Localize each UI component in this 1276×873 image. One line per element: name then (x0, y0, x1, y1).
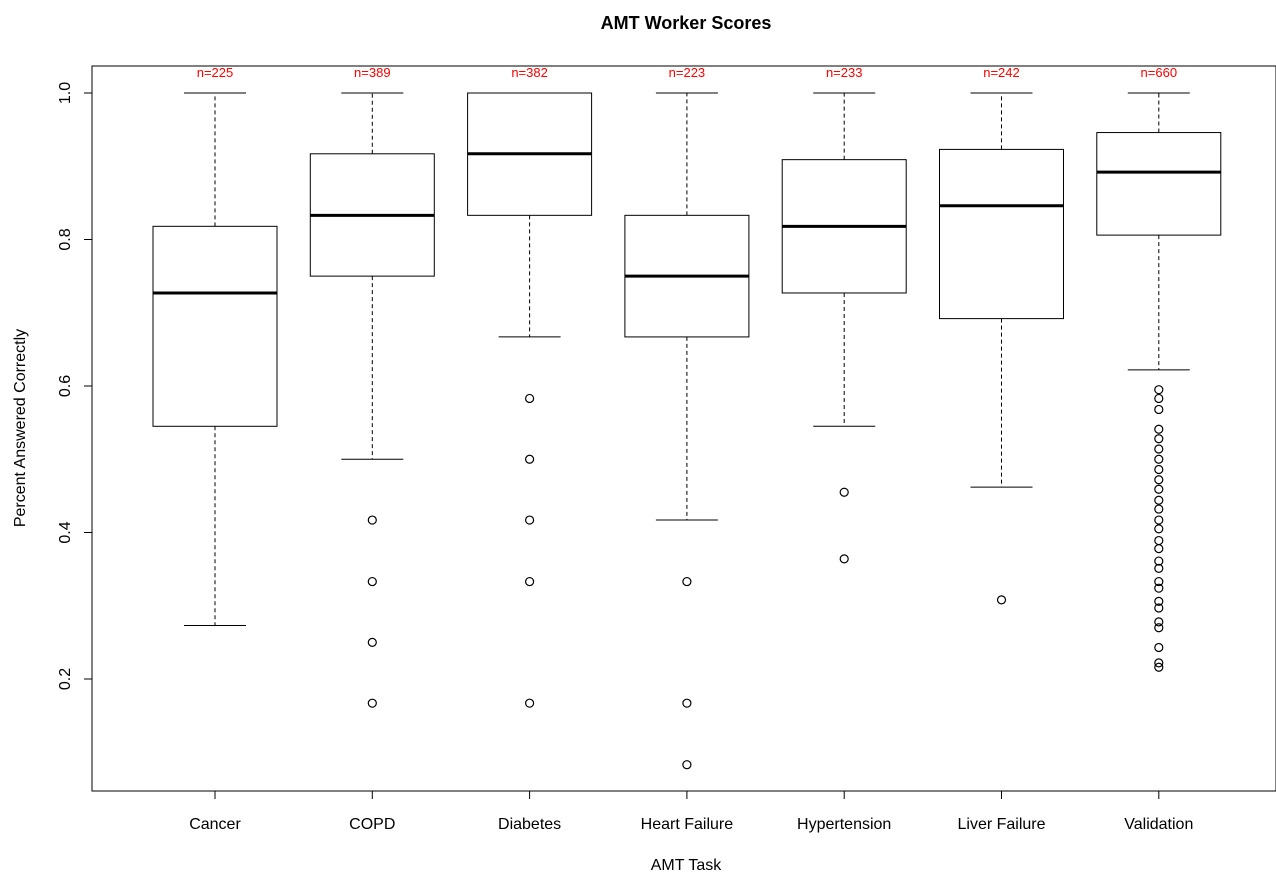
box-group: n=382 (467, 65, 593, 708)
outlier-point (1154, 404, 1164, 415)
x-tick-label: Liver Failure (957, 816, 1045, 833)
n-label: n=225 (197, 65, 234, 80)
plot-frame (91, 65, 1276, 792)
x-tick-label: Diabetes (498, 816, 561, 833)
n-label: n=389 (354, 65, 391, 80)
outlier-point (682, 698, 692, 708)
box (1096, 132, 1222, 236)
outlier-point (1154, 524, 1164, 534)
chart-title: AMT Worker Scores (601, 13, 772, 33)
n-label: n=660 (1141, 65, 1178, 80)
box-group: n=223 (624, 65, 750, 770)
x-axis-label: AMT Task (651, 857, 723, 873)
outlier-point (1154, 603, 1164, 613)
outlier-point (1154, 623, 1164, 633)
outlier-point (524, 393, 535, 404)
outlier-point (367, 515, 377, 525)
outlier-point (1154, 424, 1164, 434)
outlier-point (839, 554, 849, 564)
outlier-point (1154, 544, 1164, 554)
outlier-point (1154, 535, 1164, 546)
boxes-group: n=225 n=389 n=382 n=223 n=233 n=242 n=660 (152, 65, 1222, 770)
outlier-point (996, 595, 1007, 605)
n-label: n=242 (983, 65, 1020, 80)
outlier-point (1154, 596, 1164, 606)
x-tick-label: Cancer (189, 816, 241, 833)
outlier-point (1154, 475, 1164, 485)
outlier-point (1154, 642, 1164, 653)
n-label: n=233 (826, 65, 863, 80)
outlier-point (1154, 556, 1164, 566)
outlier-point (1154, 515, 1164, 525)
outlier-point (1154, 576, 1164, 587)
outlier-point (524, 454, 535, 464)
outlier-point (839, 487, 849, 497)
outlier-point (367, 576, 377, 587)
outlier-point (1154, 617, 1164, 627)
outlier-point (1154, 563, 1164, 573)
y-axis-label: Percent Answered Correctly (12, 329, 29, 527)
outlier-point (1154, 454, 1164, 464)
outlier-point (1154, 583, 1164, 593)
outlier-point (1154, 662, 1164, 672)
y-axis: 0.2 0.4 0.6 0.8 1.0 (57, 82, 92, 690)
x-tick-label: Heart Failure (641, 816, 734, 833)
outlier-point (524, 576, 535, 587)
outlier-point (1154, 484, 1164, 494)
outlier-point (1154, 444, 1164, 454)
outlier-point (682, 760, 692, 770)
box-group: n=660 (1096, 65, 1222, 672)
box-group: n=225 (152, 65, 278, 627)
outlier-point (682, 576, 692, 587)
outlier-point (1154, 504, 1164, 514)
outlier-point (1154, 658, 1164, 668)
outlier-point (1154, 464, 1164, 475)
x-tick-label: COPD (349, 816, 395, 833)
x-axis: Cancer COPD Diabetes Heart Failure Hypertens… (189, 791, 1193, 833)
box-group: n=233 (781, 65, 907, 564)
y-tick-label: 0.8 (57, 228, 74, 250)
outlier-point (524, 515, 535, 525)
outlier-point (1154, 393, 1164, 404)
n-label: n=223 (669, 65, 706, 80)
box (152, 225, 278, 427)
x-tick-label: Validation (1124, 816, 1193, 833)
y-tick-label: 0.4 (57, 521, 74, 543)
x-tick-label: Hypertension (797, 816, 891, 833)
n-label: n=382 (511, 65, 548, 80)
outlier-point (1154, 434, 1164, 444)
outlier-point (1154, 385, 1164, 395)
y-tick-label: 1.0 (57, 82, 74, 104)
outlier-point (524, 698, 535, 708)
outlier-point (1154, 495, 1164, 505)
outlier-point (367, 698, 377, 708)
y-tick-label: 0.6 (57, 375, 74, 397)
y-tick-label: 0.2 (57, 668, 74, 690)
outlier-point (367, 637, 377, 647)
box (939, 148, 1064, 320)
box-group: n=242 (939, 65, 1064, 605)
box-group: n=389 (309, 65, 435, 708)
